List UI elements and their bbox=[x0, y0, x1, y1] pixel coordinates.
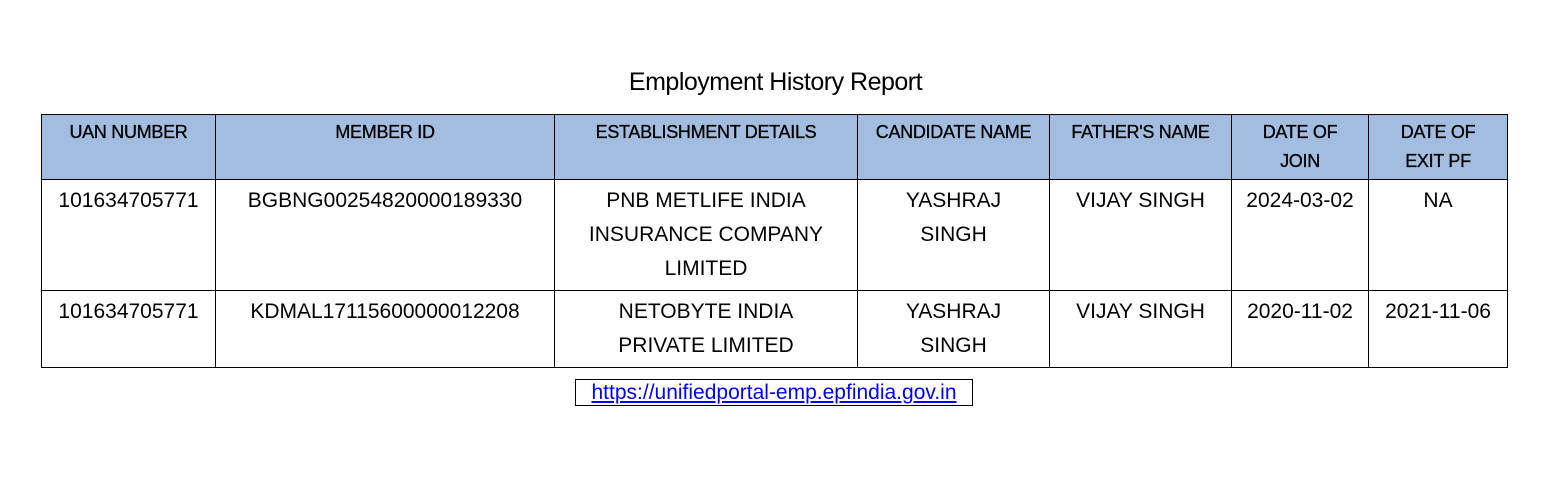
cell-fathers-name: VIJAY SINGH bbox=[1049, 290, 1232, 368]
cell-date-of-exit: 2021-11-06 bbox=[1368, 290, 1508, 368]
column-header-candidate-name: CANDIDATE NAME bbox=[857, 114, 1050, 180]
column-header-fathers-name: FATHER'S NAME bbox=[1049, 114, 1232, 180]
header-row: UAN NUMBER MEMBER ID ESTABLISHMENT DETAI… bbox=[41, 114, 1508, 180]
column-header-date-of-exit: DATE OF EXIT PF bbox=[1368, 114, 1508, 180]
column-header-establishment: ESTABLISHMENT DETAILS bbox=[554, 114, 858, 180]
column-header-member-id: MEMBER ID bbox=[215, 114, 555, 180]
cell-candidate-name: YASHRAJ SINGH bbox=[857, 179, 1050, 291]
cell-date-of-join: 2020-11-02 bbox=[1231, 290, 1369, 368]
cell-member-id: KDMAL17115600000012208 bbox=[215, 290, 555, 368]
cell-establishment: PNB METLIFE INDIA INSURANCE COMPANY LIMI… bbox=[554, 179, 858, 291]
cell-date-of-exit: NA bbox=[1368, 179, 1508, 291]
cell-member-id: BGBNG00254820000189330 bbox=[215, 179, 555, 291]
cell-uan: 101634705771 bbox=[41, 290, 216, 368]
column-header-uan: UAN NUMBER bbox=[41, 114, 216, 180]
portal-link-box: https://unifiedportal-emp.epfindia.gov.i… bbox=[575, 379, 973, 406]
table-row: 101634705771 BGBNG00254820000189330 PNB … bbox=[41, 179, 1508, 291]
cell-fathers-name: VIJAY SINGH bbox=[1049, 179, 1232, 291]
cell-uan: 101634705771 bbox=[41, 179, 216, 291]
column-header-date-of-join: DATE OF JOIN bbox=[1231, 114, 1369, 180]
table-row: 101634705771 KDMAL17115600000012208 NETO… bbox=[41, 290, 1508, 368]
cell-candidate-name: YASHRAJ SINGH bbox=[857, 290, 1050, 368]
portal-link[interactable]: https://unifiedportal-emp.epfindia.gov.i… bbox=[591, 381, 957, 404]
employment-history-table: UAN NUMBER MEMBER ID ESTABLISHMENT DETAI… bbox=[41, 114, 1508, 368]
cell-establishment: NETOBYTE INDIA PRIVATE LIMITED bbox=[554, 290, 858, 368]
cell-date-of-join: 2024-03-02 bbox=[1231, 179, 1369, 291]
report-title: Employment History Report bbox=[628, 68, 923, 96]
